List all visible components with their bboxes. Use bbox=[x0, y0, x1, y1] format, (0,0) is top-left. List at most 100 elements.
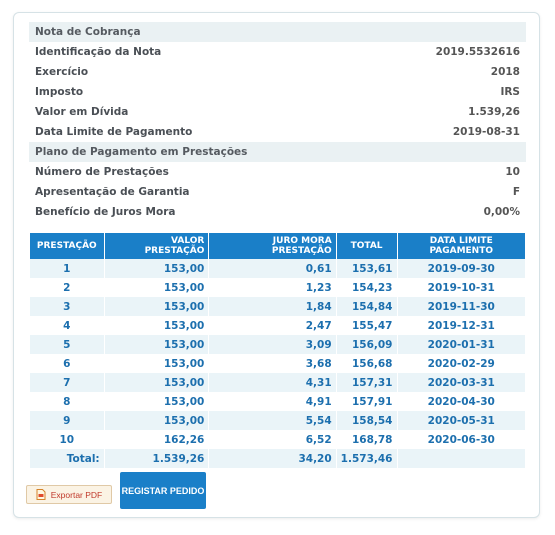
cell-juro: 2,47 bbox=[209, 316, 336, 335]
field-label: Valor em Dívida bbox=[35, 106, 129, 118]
field-label: Exercício bbox=[35, 66, 89, 78]
table-header-row: PRESTAÇÃO VALOR PRESTAÇÃO JURO MORA PRES… bbox=[30, 233, 525, 259]
cell-juro: 3,09 bbox=[209, 335, 336, 354]
total-total: 1.573,46 bbox=[336, 449, 397, 468]
table-row: 4 153,00 2,47 155,47 2019-12-31 bbox=[30, 316, 525, 335]
field-label: Identificação da Nota bbox=[35, 46, 162, 58]
table-row: 10 162,26 6,52 168,78 2020-06-30 bbox=[30, 430, 525, 449]
cell-prestacao: 3 bbox=[30, 297, 104, 316]
register-request-button[interactable]: REGISTAR PEDIDO bbox=[120, 472, 206, 509]
cell-total: 157,31 bbox=[336, 373, 397, 392]
cell-prestacao: 9 bbox=[30, 411, 104, 430]
cell-total: 153,61 bbox=[336, 259, 397, 278]
field-label: Data Limite de Pagamento bbox=[35, 126, 193, 138]
field-value: 2018 bbox=[490, 66, 520, 78]
table-total-row: Total: 1.539,26 34,20 1.573,46 bbox=[30, 449, 525, 468]
total-label: Total: bbox=[30, 449, 104, 468]
cell-total: 168,78 bbox=[336, 430, 397, 449]
table-row: 1 153,00 0,61 153,61 2019-09-30 bbox=[30, 259, 525, 278]
cell-valor: 162,26 bbox=[104, 430, 209, 449]
field-label: Apresentação de Garantia bbox=[35, 186, 190, 198]
field-numero-prestacoes: Número de Prestações 10 bbox=[29, 162, 526, 182]
field-value: 2019-08-31 bbox=[452, 126, 520, 138]
cell-prestacao: 6 bbox=[30, 354, 104, 373]
cell-juro: 6,52 bbox=[209, 430, 336, 449]
cell-juro: 0,61 bbox=[209, 259, 336, 278]
field-data-limite: Data Limite de Pagamento 2019-08-31 bbox=[29, 122, 526, 142]
cell-total: 154,84 bbox=[336, 297, 397, 316]
cell-valor: 153,00 bbox=[104, 392, 209, 411]
column-header-total: TOTAL bbox=[336, 233, 397, 259]
cell-prestacao: 4 bbox=[30, 316, 104, 335]
field-imposto: Imposto IRS bbox=[29, 82, 526, 102]
field-value: F bbox=[512, 186, 520, 198]
cell-valor: 153,00 bbox=[104, 316, 209, 335]
section-nota-cobranca: Nota de Cobrança bbox=[29, 22, 526, 42]
table-row: 9 153,00 5,54 158,54 2020-05-31 bbox=[30, 411, 525, 430]
cell-data: 2020-05-31 bbox=[397, 411, 525, 430]
export-pdf-button[interactable]: Exportar PDF bbox=[26, 485, 112, 504]
cell-prestacao: 1 bbox=[30, 259, 104, 278]
total-juro: 34,20 bbox=[209, 449, 336, 468]
table-row: 5 153,00 3,09 156,09 2020-01-31 bbox=[30, 335, 525, 354]
installments-table: PRESTAÇÃO VALOR PRESTAÇÃO JURO MORA PRES… bbox=[29, 233, 526, 468]
table-row: 8 153,00 4,91 157,91 2020-04-30 bbox=[30, 392, 525, 411]
field-label: Benefício de Juros Mora bbox=[35, 206, 176, 218]
cell-data: 2020-06-30 bbox=[397, 430, 525, 449]
section-plano-pagamento: Plano de Pagamento em Prestações bbox=[29, 142, 526, 162]
table-row: 7 153,00 4,31 157,31 2020-03-31 bbox=[30, 373, 525, 392]
payment-plan-panel: Nota de Cobrança Identificação da Nota 2… bbox=[13, 12, 540, 518]
column-header-data: DATA LIMITE PAGAMENTO bbox=[397, 233, 525, 259]
info-list: Nota de Cobrança Identificação da Nota 2… bbox=[29, 22, 526, 222]
field-value: 0,00% bbox=[483, 206, 520, 218]
cell-juro: 1,23 bbox=[209, 278, 336, 297]
field-value: 2019.5532616 bbox=[435, 46, 520, 58]
field-value: IRS bbox=[500, 86, 520, 98]
field-identificacao: Identificação da Nota 2019.5532616 bbox=[29, 42, 526, 62]
pdf-file-icon bbox=[36, 489, 46, 500]
cell-valor: 153,00 bbox=[104, 373, 209, 392]
table-body: 1 153,00 0,61 153,61 2019-09-30 2 153,00 1,23 15… bbox=[30, 259, 525, 449]
cell-data: 2020-03-31 bbox=[397, 373, 525, 392]
table-row: 3 153,00 1,84 154,84 2019-11-30 bbox=[30, 297, 525, 316]
cell-valor: 153,00 bbox=[104, 297, 209, 316]
cell-data: 2020-02-29 bbox=[397, 354, 525, 373]
cell-prestacao: 5 bbox=[30, 335, 104, 354]
cell-valor: 153,00 bbox=[104, 411, 209, 430]
cell-total: 157,91 bbox=[336, 392, 397, 411]
cell-prestacao: 8 bbox=[30, 392, 104, 411]
cell-data: 2019-09-30 bbox=[397, 259, 525, 278]
table-row: 6 153,00 3,68 156,68 2020-02-29 bbox=[30, 354, 525, 373]
cell-juro: 5,54 bbox=[209, 411, 336, 430]
export-pdf-label: Exportar PDF bbox=[50, 489, 103, 500]
cell-prestacao: 2 bbox=[30, 278, 104, 297]
column-header-juro: JURO MORA PRESTAÇÃO bbox=[209, 233, 336, 259]
column-header-prestacao: PRESTAÇÃO bbox=[30, 233, 104, 259]
column-header-valor: VALOR PRESTAÇÃO bbox=[104, 233, 209, 259]
cell-total: 158,54 bbox=[336, 411, 397, 430]
cell-valor: 153,00 bbox=[104, 335, 209, 354]
cell-juro: 1,84 bbox=[209, 297, 336, 316]
cell-data: 2019-11-30 bbox=[397, 297, 525, 316]
cell-data: 2020-04-30 bbox=[397, 392, 525, 411]
cell-data: 2020-01-31 bbox=[397, 335, 525, 354]
cell-juro: 3,68 bbox=[209, 354, 336, 373]
cell-total: 155,47 bbox=[336, 316, 397, 335]
cell-data: 2019-12-31 bbox=[397, 316, 525, 335]
field-juros-mora: Benefício de Juros Mora 0,00% bbox=[29, 202, 526, 222]
field-valor-divida: Valor em Dívida 1.539,26 bbox=[29, 102, 526, 122]
cell-total: 154,23 bbox=[336, 278, 397, 297]
cell-juro: 4,91 bbox=[209, 392, 336, 411]
cell-valor: 153,00 bbox=[104, 278, 209, 297]
cell-prestacao: 10 bbox=[30, 430, 104, 449]
cell-prestacao: 7 bbox=[30, 373, 104, 392]
section-title-nota: Nota de Cobrança bbox=[35, 26, 141, 38]
field-exercicio: Exercício 2018 bbox=[29, 62, 526, 82]
field-label: Imposto bbox=[35, 86, 84, 98]
total-data bbox=[397, 449, 525, 468]
field-label: Número de Prestações bbox=[35, 166, 169, 178]
section-title-plano: Plano de Pagamento em Prestações bbox=[35, 146, 248, 158]
cell-data: 2019-10-31 bbox=[397, 278, 525, 297]
cell-valor: 153,00 bbox=[104, 354, 209, 373]
cell-valor: 153,00 bbox=[104, 259, 209, 278]
